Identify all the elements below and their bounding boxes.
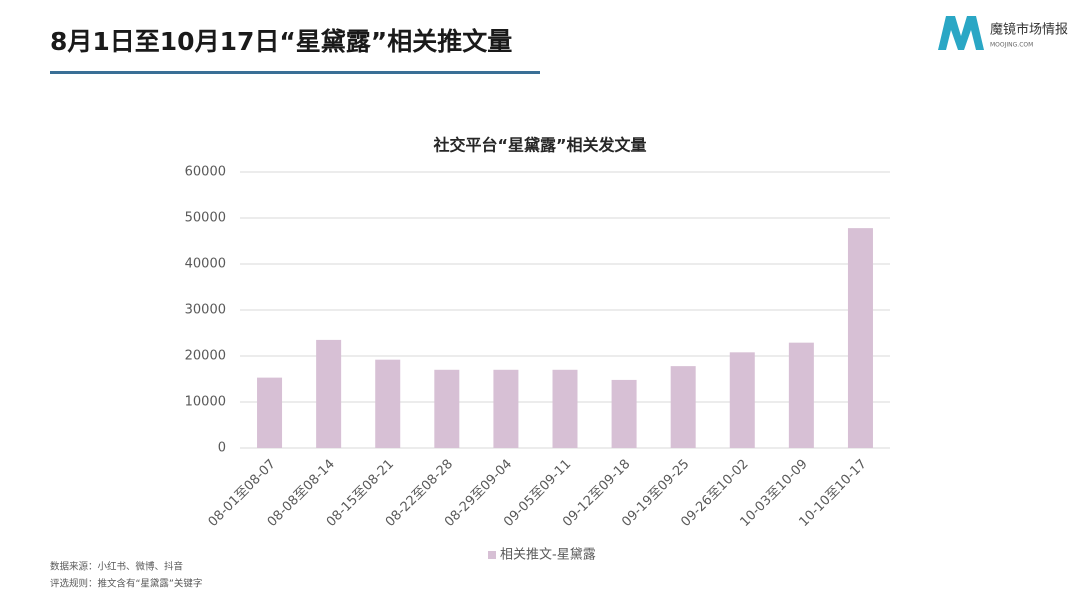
bar	[316, 339, 342, 448]
logo-name: 魔镜市场情报	[990, 22, 1068, 38]
bar	[493, 369, 519, 448]
y-tick-label: 0	[218, 441, 226, 456]
logo-mark	[938, 16, 984, 50]
bar	[434, 369, 460, 448]
y-tick-label: 10000	[185, 395, 226, 410]
bar	[788, 342, 814, 448]
bar	[552, 369, 578, 448]
source-note: 数据来源：小红书、微博、抖音	[50, 561, 183, 573]
bar	[375, 359, 401, 448]
bar	[257, 377, 283, 448]
bar	[729, 352, 755, 448]
logo: 魔镜市场情报 MOOJING.COM	[938, 16, 1068, 50]
bar	[670, 366, 696, 448]
title-underline	[50, 71, 540, 74]
bar	[611, 379, 637, 448]
y-tick-label: 60000	[185, 165, 226, 180]
y-tick-label: 50000	[185, 211, 226, 226]
logo-site: MOOJING.COM	[990, 42, 1033, 49]
y-tick-label: 30000	[185, 303, 226, 318]
y-tick-label: 20000	[185, 349, 226, 364]
y-tick-label: 40000	[185, 257, 226, 272]
bar	[847, 228, 873, 448]
plot-area: 010000200003000040000500006000008-01至08-…	[185, 165, 890, 563]
chart-title: 社交平台“星黛露”相关发文量	[432, 136, 646, 155]
legend-label: 相关推文-星黛露	[500, 548, 596, 563]
rule-note: 评选规则：推文含有“星黛露”关键字	[50, 578, 202, 590]
slide-title: 8月1日至10月17日“星黛露”相关推文量	[50, 27, 512, 56]
legend-swatch	[488, 551, 496, 559]
